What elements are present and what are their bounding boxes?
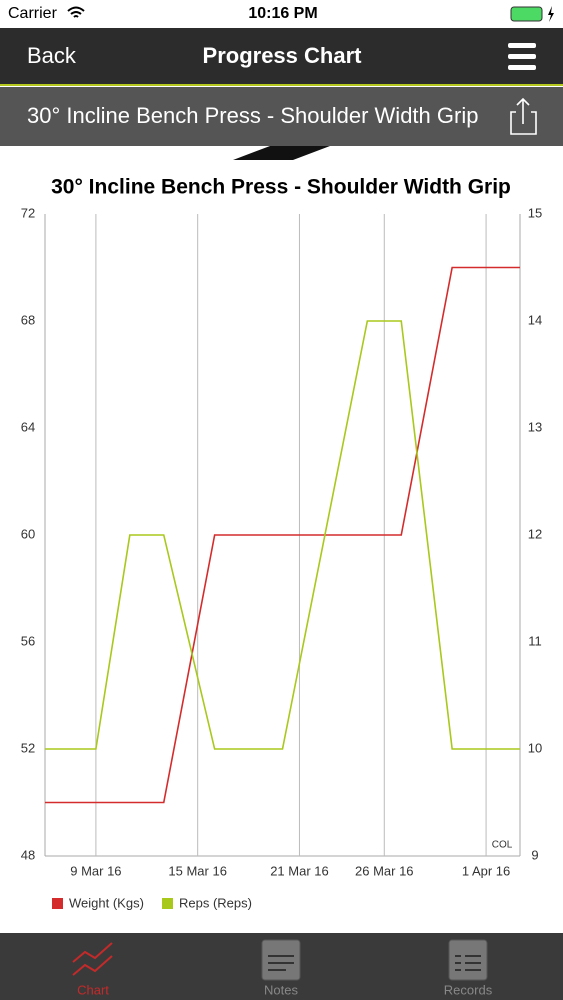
- y-tick-label: 52: [21, 740, 35, 755]
- x-tick-label: 9 Mar 16: [70, 863, 121, 878]
- notes-tab-icon: [261, 939, 301, 981]
- y2-tick-label: 14: [528, 312, 542, 327]
- y-tick-label: 68: [21, 312, 35, 327]
- y2-tick-label: 9: [531, 847, 538, 862]
- records-tab-icon: [448, 939, 488, 981]
- carrier: Carrier: [8, 5, 58, 22]
- tab-label[interactable]: Notes: [264, 982, 298, 997]
- x-tick-label: 15 Mar 16: [168, 863, 227, 878]
- chart-tab-icon: [72, 942, 113, 976]
- series-line: [45, 320, 520, 750]
- x-tick-label: 26 Mar 16: [355, 863, 414, 878]
- share-button[interactable]: [510, 97, 537, 135]
- y2-tick-label: 15: [528, 205, 542, 220]
- nav-title: Progress Chart: [203, 43, 363, 68]
- legend-swatch: [52, 898, 63, 909]
- y-tick-label: 48: [21, 847, 35, 862]
- y2-tick-label: 12: [528, 526, 542, 541]
- legend-label: Weight (Kgs): [69, 895, 144, 910]
- x-tick-label: 21 Mar 16: [270, 863, 329, 878]
- y2-tick-label: 13: [528, 419, 542, 434]
- tab-label[interactable]: Chart: [77, 982, 109, 997]
- legend-label: Reps (Reps): [179, 895, 252, 910]
- y2-tick-label: 11: [528, 633, 542, 648]
- series-line: [45, 266, 520, 804]
- charging-icon: [548, 6, 554, 22]
- wifi-icon: [67, 6, 85, 18]
- exercise-bar: [0, 87, 563, 146]
- x-tick-label: 1 Apr 16: [462, 863, 510, 878]
- y-tick-label: 56: [21, 633, 35, 648]
- legend-swatch: [162, 898, 173, 909]
- y-tick-label: 64: [21, 419, 35, 434]
- nav-bar: [0, 28, 563, 85]
- y-tick-label: 60: [21, 526, 35, 541]
- y-tick-label: 72: [21, 205, 35, 220]
- annotation: COL: [492, 840, 513, 851]
- y2-tick-label: 10: [528, 740, 542, 755]
- back-button[interactable]: Back: [27, 43, 77, 68]
- exercise-name: 30° Incline Bench Press - Shoulder Width…: [27, 103, 478, 128]
- nav-border: [0, 84, 563, 86]
- tab-label[interactable]: Records: [444, 982, 493, 997]
- menu-button[interactable]: [508, 43, 536, 70]
- status-bar: [0, 0, 563, 28]
- time: 10:16 PM: [248, 5, 317, 22]
- battery: [510, 6, 543, 22]
- logo-fragment: [233, 146, 330, 160]
- chart-title: 30° Incline Bench Press - Shoulder Width…: [51, 176, 511, 199]
